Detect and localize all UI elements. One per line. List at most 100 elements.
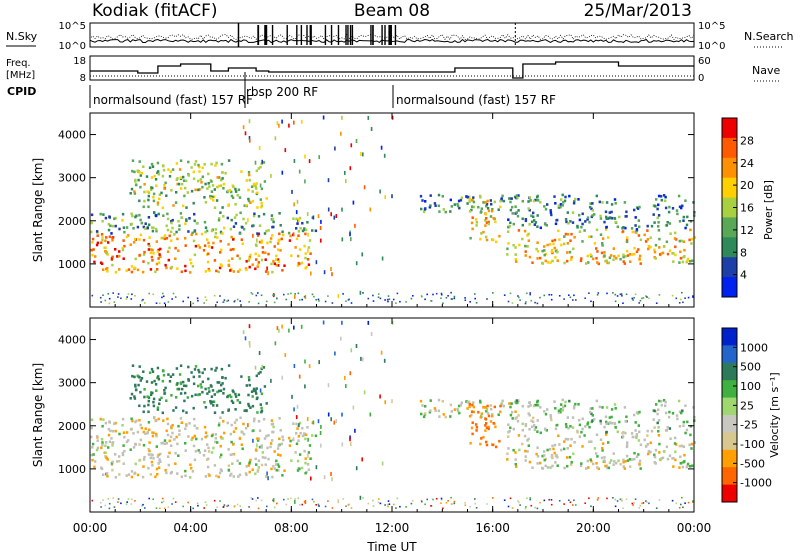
power-cell	[502, 199, 506, 203]
velocity-cell	[232, 475, 235, 478]
velocity-cell	[248, 383, 251, 387]
velocity-cell	[639, 504, 642, 507]
power-cell	[519, 299, 521, 301]
power-cell	[384, 299, 386, 301]
power-colorbar-tick-label: 12	[740, 224, 754, 237]
power-cell	[216, 176, 219, 179]
velocity-cell	[511, 417, 514, 420]
velocity-cell	[148, 441, 151, 444]
velocity-cell	[204, 431, 208, 434]
velocity-cell	[485, 443, 489, 447]
power-cell	[257, 167, 260, 170]
velocity-cell	[121, 453, 125, 457]
velocity-cell	[468, 405, 471, 408]
power-cell	[596, 294, 599, 296]
power-cell	[299, 299, 301, 301]
velocity-cell	[254, 457, 257, 461]
velocity-cell	[597, 467, 600, 471]
power-cell	[214, 228, 217, 231]
power-colorbar-tick-label: 24	[740, 157, 754, 170]
power-cell	[492, 292, 494, 294]
velocity-cell	[174, 451, 177, 455]
velocity-cell	[214, 437, 218, 440]
power-cell	[235, 213, 238, 217]
power-cell	[260, 294, 263, 297]
velocity-cell	[514, 463, 517, 466]
power-cell	[92, 248, 95, 251]
power-colorbar-label: Power [dB]	[762, 180, 775, 240]
power-cell	[485, 221, 489, 224]
velocity-cell	[296, 427, 299, 430]
power-scatter	[90, 115, 697, 305]
velocity-cell	[257, 466, 260, 469]
power-cell	[333, 215, 336, 220]
power-cell	[654, 243, 658, 247]
power-cell	[111, 239, 114, 242]
velocity-cell	[108, 440, 112, 444]
velocity-cell	[451, 503, 453, 505]
velocity-cell	[197, 384, 200, 388]
velocity-cell	[175, 435, 178, 439]
power-cell	[672, 260, 675, 263]
power-cell	[479, 237, 482, 241]
velocity-cell	[283, 469, 286, 472]
power-cell	[214, 232, 218, 235]
power-cell	[606, 292, 608, 295]
velocity-cell	[111, 441, 114, 445]
power-cell	[255, 187, 258, 190]
velocity-cell	[372, 505, 375, 507]
velocity-colorbar-label: Velocity [m s⁻¹]	[768, 372, 781, 457]
velocity-cell	[566, 447, 569, 450]
power-cell	[360, 151, 362, 156]
velocity-cell	[144, 432, 147, 435]
power-cell	[495, 240, 498, 244]
power-cell	[182, 175, 185, 179]
power-cell	[429, 204, 432, 207]
power-cell	[221, 177, 224, 180]
power-cell	[138, 254, 141, 257]
velocity-cell	[657, 408, 660, 412]
velocity-cell	[111, 468, 114, 472]
velocity-cell	[591, 407, 594, 410]
velocity-cell	[200, 386, 203, 389]
power-colorbar-swatch	[722, 177, 737, 199]
power-cell	[655, 198, 658, 201]
velocity-cell	[653, 453, 656, 457]
velocity-cell	[638, 430, 641, 434]
power-cell	[237, 270, 240, 273]
velocity-cell	[553, 443, 557, 447]
power-cell	[367, 115, 370, 120]
power-cell	[593, 242, 597, 245]
velocity-cell	[554, 461, 557, 464]
power-cell	[536, 198, 539, 202]
power-cell	[657, 229, 661, 232]
power-colorbar-swatch	[722, 137, 737, 159]
power-cell	[142, 225, 145, 229]
power-cell	[273, 294, 275, 296]
velocity-cell	[606, 466, 609, 470]
power-cell	[644, 240, 648, 243]
velocity-cell	[491, 414, 494, 418]
velocity-cell	[420, 412, 423, 416]
velocity-cell	[296, 469, 300, 472]
power-cell	[179, 187, 183, 190]
power-cell	[234, 222, 238, 225]
velocity-cell	[257, 372, 260, 375]
velocity-cell	[106, 475, 109, 478]
power-cell	[255, 182, 258, 185]
velocity-cell	[614, 425, 617, 429]
velocity-cell	[141, 475, 145, 479]
velocity-cell	[604, 464, 607, 468]
power-cell	[155, 229, 158, 233]
power-cell	[563, 298, 565, 300]
power-cell	[434, 204, 437, 207]
power-cell	[155, 302, 158, 304]
power-cell	[301, 221, 304, 225]
power-cell	[230, 235, 233, 239]
power-cell	[227, 259, 231, 262]
power-cell	[220, 178, 223, 182]
power-cell	[251, 190, 254, 193]
velocity-cell	[238, 473, 242, 477]
power-cell	[459, 198, 463, 202]
velocity-cell	[605, 420, 608, 424]
